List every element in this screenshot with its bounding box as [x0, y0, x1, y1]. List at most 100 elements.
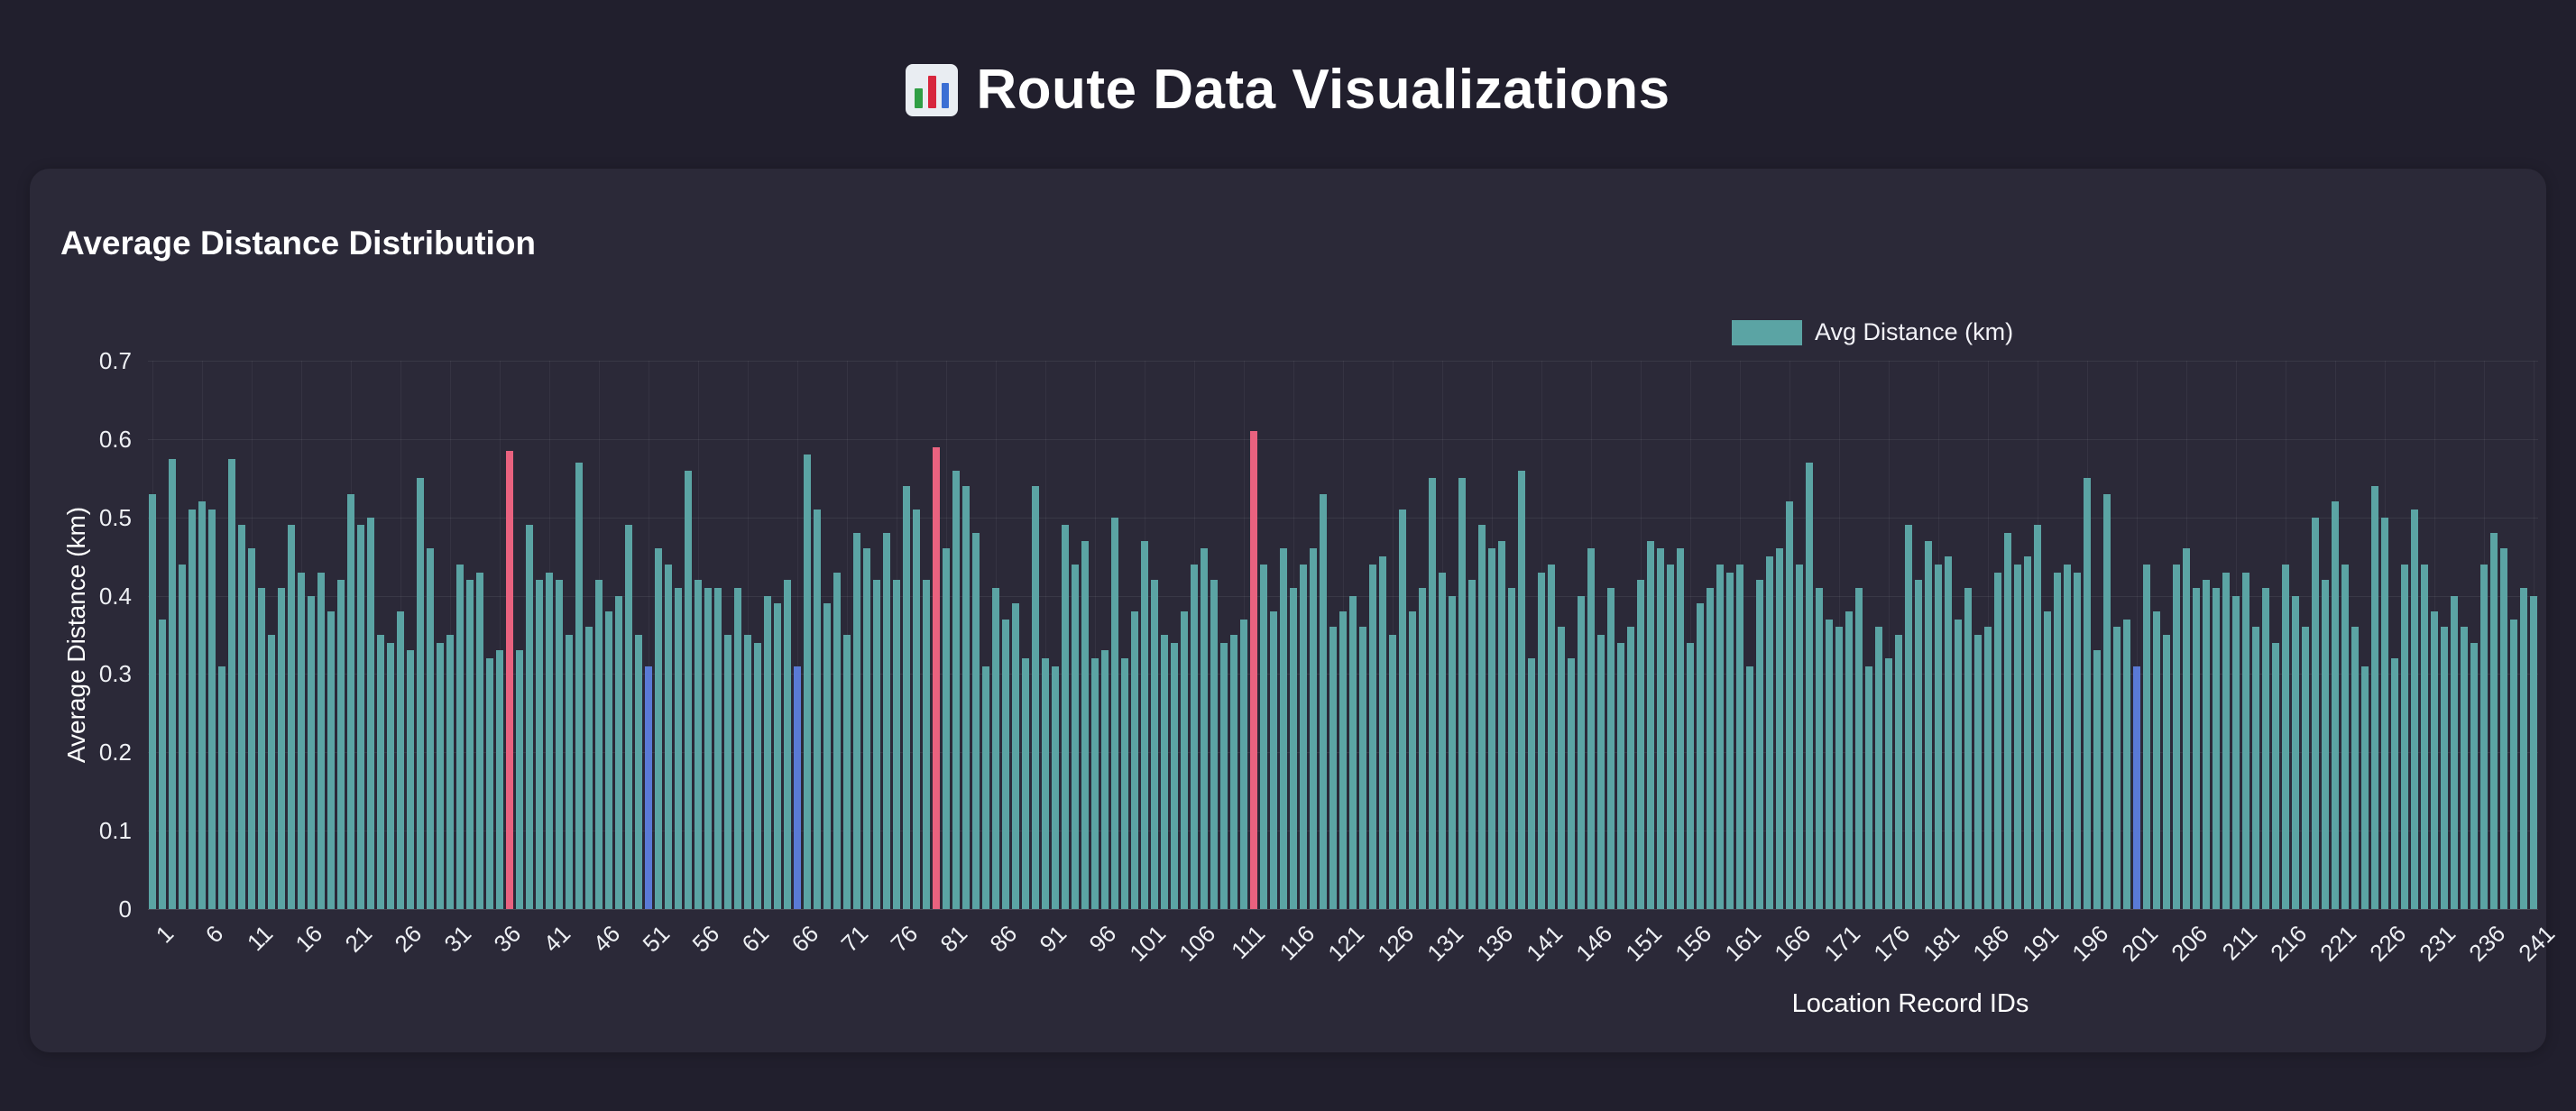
- bar[interactable]: [1320, 493, 1327, 909]
- bar[interactable]: [2351, 627, 2359, 909]
- bar[interactable]: [903, 485, 911, 909]
- bar[interactable]: [1805, 462, 1813, 909]
- bar[interactable]: [1587, 548, 1595, 909]
- bar[interactable]: [704, 587, 713, 909]
- bar[interactable]: [1467, 580, 1476, 909]
- bar[interactable]: [923, 580, 931, 909]
- bar[interactable]: [833, 572, 842, 909]
- bar[interactable]: [2093, 650, 2101, 909]
- bar[interactable]: [635, 635, 643, 909]
- bar[interactable]: [2212, 587, 2220, 909]
- bar[interactable]: [1062, 525, 1070, 909]
- bar[interactable]: [317, 572, 326, 909]
- bar[interactable]: [1537, 572, 1545, 909]
- bar[interactable]: [2499, 548, 2507, 909]
- bar[interactable]: [1596, 635, 1605, 909]
- bar[interactable]: [466, 580, 474, 909]
- bar[interactable]: [1577, 595, 1585, 909]
- bar[interactable]: [1765, 556, 1773, 909]
- bar[interactable]: [1894, 635, 1902, 909]
- bar[interactable]: [1270, 611, 1278, 909]
- bar[interactable]: [1022, 658, 1030, 909]
- bar[interactable]: [1438, 572, 1446, 909]
- bar[interactable]: [2509, 619, 2517, 909]
- bar[interactable]: [913, 510, 921, 909]
- bar[interactable]: [1260, 564, 1268, 909]
- bar[interactable]: [2360, 666, 2369, 909]
- bar[interactable]: [1280, 548, 1288, 909]
- bar[interactable]: [337, 580, 345, 909]
- bar[interactable]: [258, 587, 266, 909]
- bar[interactable]: [982, 666, 990, 909]
- bar[interactable]: [2063, 564, 2071, 909]
- bar[interactable]: [1656, 548, 1664, 909]
- bar[interactable]: [1151, 580, 1159, 909]
- bar[interactable]: [1924, 540, 1932, 909]
- bar[interactable]: [1795, 564, 1803, 909]
- bar[interactable]: [446, 635, 455, 909]
- bar[interactable]: [1388, 635, 1396, 909]
- bar[interactable]: [387, 642, 395, 909]
- bar[interactable]: [1964, 587, 1972, 909]
- bar[interactable]: [476, 572, 484, 909]
- bar[interactable]: [248, 548, 256, 909]
- bar[interactable]: [734, 587, 742, 909]
- bar[interactable]: [595, 580, 603, 909]
- bar[interactable]: [1201, 548, 1209, 909]
- bar[interactable]: [228, 458, 236, 909]
- bar[interactable]: [2271, 642, 2279, 909]
- bar[interactable]: [169, 458, 177, 909]
- bar[interactable]: [2132, 666, 2140, 909]
- bar[interactable]: [2241, 572, 2249, 909]
- bar[interactable]: [784, 580, 792, 909]
- bar[interactable]: [1161, 635, 1169, 909]
- bar[interactable]: [278, 587, 286, 909]
- bar[interactable]: [1497, 540, 1505, 909]
- bar[interactable]: [2460, 627, 2468, 909]
- bar[interactable]: [1348, 595, 1357, 909]
- bar[interactable]: [714, 587, 722, 909]
- bar[interactable]: [1300, 564, 1308, 909]
- bar[interactable]: [397, 611, 405, 909]
- bar[interactable]: [1032, 485, 1040, 909]
- bar[interactable]: [1210, 580, 1219, 909]
- bar[interactable]: [1378, 556, 1386, 909]
- bar[interactable]: [179, 564, 187, 909]
- bar[interactable]: [972, 533, 980, 909]
- bar[interactable]: [1755, 580, 1763, 909]
- bar[interactable]: [566, 635, 574, 909]
- bar[interactable]: [1725, 572, 1734, 909]
- bar[interactable]: [1676, 548, 1684, 909]
- bar[interactable]: [2261, 587, 2269, 909]
- bar[interactable]: [863, 548, 871, 909]
- bar[interactable]: [1141, 540, 1149, 909]
- bar[interactable]: [1101, 650, 1109, 909]
- bar[interactable]: [1448, 595, 1456, 909]
- bar[interactable]: [2053, 572, 2061, 909]
- bar[interactable]: [2102, 493, 2111, 909]
- bar[interactable]: [1507, 587, 1515, 909]
- bar[interactable]: [1329, 627, 1337, 909]
- bar[interactable]: [2043, 611, 2051, 909]
- bar[interactable]: [774, 603, 782, 909]
- bar[interactable]: [1358, 627, 1366, 909]
- bar[interactable]: [1012, 603, 1020, 909]
- bar[interactable]: [2142, 564, 2150, 909]
- bar[interactable]: [2519, 587, 2527, 909]
- bar[interactable]: [1944, 556, 1952, 909]
- bar[interactable]: [1706, 587, 1714, 909]
- bar[interactable]: [516, 650, 524, 909]
- bar[interactable]: [149, 493, 157, 909]
- bar[interactable]: [655, 548, 663, 909]
- bar[interactable]: [2231, 595, 2240, 909]
- bar[interactable]: [2073, 572, 2081, 909]
- bar[interactable]: [1458, 478, 1466, 909]
- bar[interactable]: [1091, 658, 1099, 909]
- bar[interactable]: [536, 580, 544, 909]
- bar[interactable]: [208, 510, 216, 909]
- bar[interactable]: [1626, 627, 1634, 909]
- bar[interactable]: [2122, 619, 2130, 909]
- bar[interactable]: [1310, 548, 1317, 909]
- bar[interactable]: [2400, 564, 2408, 909]
- bar[interactable]: [2182, 548, 2190, 909]
